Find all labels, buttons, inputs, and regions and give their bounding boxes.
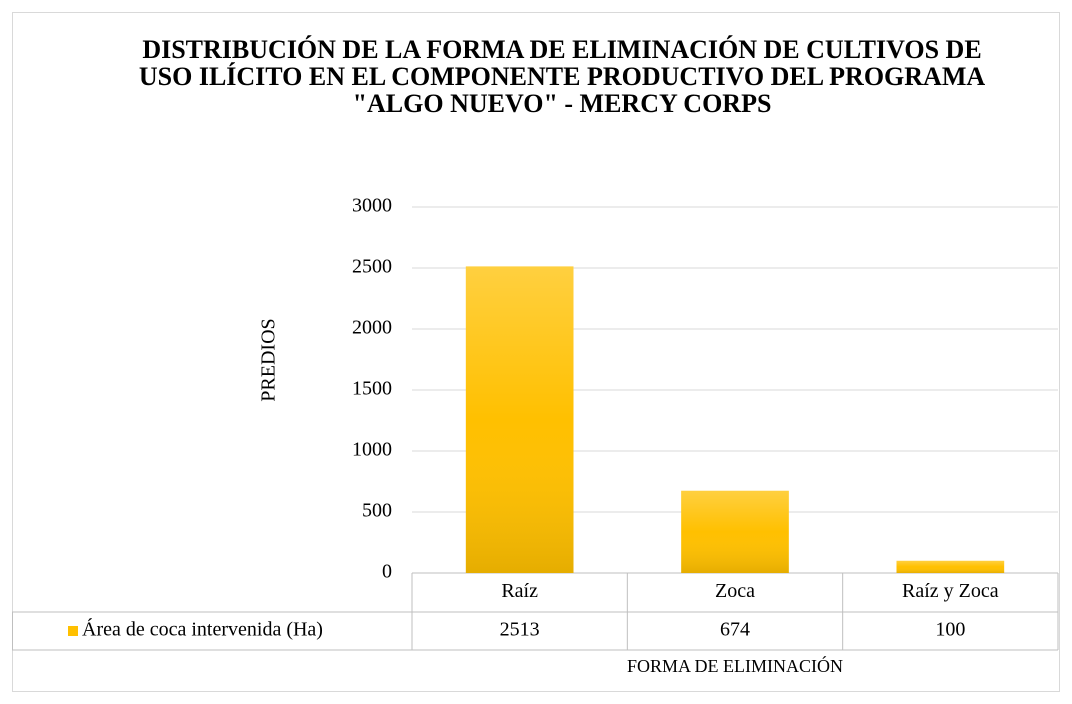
y-tick-label: 0 <box>382 561 392 583</box>
table-value: 2513 <box>500 619 540 641</box>
bar-shade <box>465 266 574 573</box>
x-tick-label: Zoca <box>715 580 755 602</box>
y-tick-label: 500 <box>362 500 392 522</box>
y-tick-label: 2500 <box>352 256 392 278</box>
legend-swatch <box>68 626 78 636</box>
chart-title: DISTRIBUCIÓN DE LA FORMA DE ELIMINACIÓN … <box>138 35 986 118</box>
y-tick-label: 3000 <box>352 195 392 217</box>
table-value: 100 <box>935 619 965 641</box>
y-tick-label: 1000 <box>352 439 392 461</box>
x-tick-label: Raíz <box>501 580 538 602</box>
x-tick-label: Raíz y Zoca <box>902 580 999 602</box>
table-value: 674 <box>720 619 750 641</box>
bar-shade <box>681 490 789 573</box>
bar-shade <box>896 560 1005 573</box>
y-axis-title: PREDIOS <box>258 318 280 401</box>
chart-frame <box>12 12 1060 692</box>
y-tick-label: 2000 <box>352 317 392 339</box>
x-axis-title: FORMA DE ELIMINACIÓN <box>627 655 843 676</box>
y-tick-label: 1500 <box>352 378 392 400</box>
legend-label: Área de coca intervenida (Ha) <box>82 618 323 641</box>
